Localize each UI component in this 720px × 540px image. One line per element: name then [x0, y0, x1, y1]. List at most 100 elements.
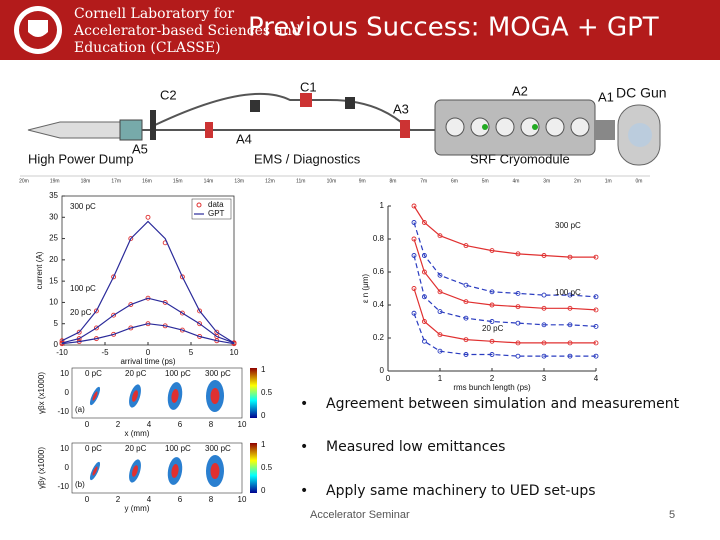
page-number: 5	[669, 509, 675, 521]
panel-x-tick: 0	[85, 420, 90, 429]
charge-label: 20 pC	[125, 444, 147, 453]
x-tick-label: 4	[594, 374, 599, 383]
panel-y-tick: 10	[60, 369, 69, 378]
bullet-dot: •	[300, 439, 308, 455]
charge-label: 100 pC	[165, 444, 191, 453]
data-point	[411, 236, 417, 242]
panel-y-tick: -10	[57, 482, 69, 491]
scale-label: 14m	[204, 178, 214, 184]
annotation: 300 pC	[70, 202, 96, 211]
scale-label: 17m	[111, 178, 121, 184]
beamline-label: A5	[132, 141, 148, 156]
slide-title: Previous Success: MOGA + GPT	[248, 13, 659, 43]
scale-label: 3m	[543, 178, 550, 184]
footer-text: Accelerator Seminar	[310, 509, 410, 521]
x-tick-label: -5	[101, 348, 109, 357]
phase-core	[132, 390, 138, 402]
scale-label: 9m	[359, 178, 366, 184]
beamline-label: SRF Cryomodule	[470, 151, 570, 166]
scale-label: 2m	[574, 178, 581, 184]
beamline-label: A3	[393, 101, 409, 116]
scale-label: 16m	[142, 178, 152, 184]
scale-label: 5m	[482, 178, 489, 184]
panel-y-label: γβx (x1000)	[37, 372, 46, 414]
beamline-label: C2	[160, 87, 177, 102]
colorbar-label: 1	[261, 365, 266, 374]
y-tick-label: 10	[49, 298, 58, 307]
data-point	[437, 289, 443, 295]
series-line	[413, 205, 597, 344]
panel-x-tick: 2	[116, 420, 121, 429]
data-point	[76, 329, 82, 335]
x-tick-label: -10	[56, 348, 68, 357]
beamline-label: DC Gun	[616, 85, 667, 101]
data-point	[93, 325, 99, 331]
legend-marker	[196, 202, 202, 208]
y-axis-label: ε n (μm)	[361, 274, 370, 303]
panel-x-tick: 4	[147, 495, 152, 504]
panel-tag: (a)	[75, 405, 85, 414]
data-point	[179, 274, 185, 280]
panel-x-tick: 2	[116, 495, 121, 504]
colorbar-label: 1	[261, 440, 266, 449]
data-point	[437, 272, 443, 278]
beamline	[20, 92, 661, 177]
panel-x-label: y (mm)	[125, 504, 150, 513]
data-point	[421, 269, 427, 275]
y-tick-label: 35	[49, 191, 58, 200]
beamline-label: A1	[598, 89, 614, 104]
panel-y-tick: 0	[65, 463, 70, 472]
data-point	[437, 233, 443, 239]
x-tick-label: 0	[386, 374, 391, 383]
annotation: 20 pC	[70, 308, 92, 317]
colorbar	[250, 368, 257, 418]
y-tick-label: 0.8	[373, 234, 385, 243]
data-point	[111, 312, 117, 318]
data-point	[197, 321, 203, 327]
logo-text: Accelerator-based Sciences and	[73, 23, 301, 39]
data-point	[411, 310, 417, 316]
data-point	[197, 308, 203, 314]
scale-label: 20m	[19, 178, 29, 184]
phase-core	[92, 391, 98, 401]
bullet-dot: •	[300, 396, 308, 412]
y-tick-label: 0	[380, 366, 385, 375]
bullet: Agreement between simulation and measure…	[326, 396, 680, 412]
colorbar-label: 0	[261, 486, 266, 495]
bullet-dot: •	[300, 483, 308, 499]
y-tick-label: 1	[380, 201, 385, 210]
panel-x-tick: 8	[209, 495, 214, 504]
data-point	[421, 319, 427, 324]
panel-y-tick: -10	[57, 407, 69, 416]
panel-x-tick: 4	[147, 420, 152, 429]
series-line	[413, 222, 597, 357]
scale-label: 11m	[296, 178, 305, 184]
panel-x-tick: 10	[238, 420, 247, 429]
y-tick-label: 0.6	[373, 267, 385, 276]
colorbar-label: 0	[261, 411, 266, 420]
scale-label: 4m	[513, 178, 520, 184]
panel-x-tick: 8	[209, 420, 214, 429]
scale-label: 12m	[265, 178, 275, 184]
phase-core	[210, 463, 220, 479]
panel-x-tick: 10	[238, 495, 247, 504]
panel-x-label: x (mm)	[125, 429, 150, 438]
scale-label: 13m	[234, 178, 244, 184]
scale-label: 6m	[451, 178, 458, 184]
logo-shield	[28, 20, 48, 37]
panel-x-tick: 6	[178, 495, 183, 504]
beamline-label: A2	[512, 83, 528, 98]
charge-label: 300 pC	[205, 444, 231, 453]
panel-y-label: γβy (x1000)	[37, 447, 46, 489]
panel-y-tick: 10	[60, 444, 69, 453]
beamline-label: EMS / Diagnostics	[254, 151, 361, 166]
colorbar	[250, 443, 257, 493]
y-tick-label: 0.4	[373, 300, 385, 309]
data-point	[128, 302, 134, 308]
bullet: Apply same machinery to UED set-ups	[326, 483, 596, 499]
series-line	[61, 220, 235, 345]
x-axis-label: arrival time (ps)	[120, 357, 175, 366]
data-point	[179, 310, 185, 316]
panel-x-tick: 6	[178, 420, 183, 429]
y-tick-label: 0.2	[373, 333, 385, 342]
